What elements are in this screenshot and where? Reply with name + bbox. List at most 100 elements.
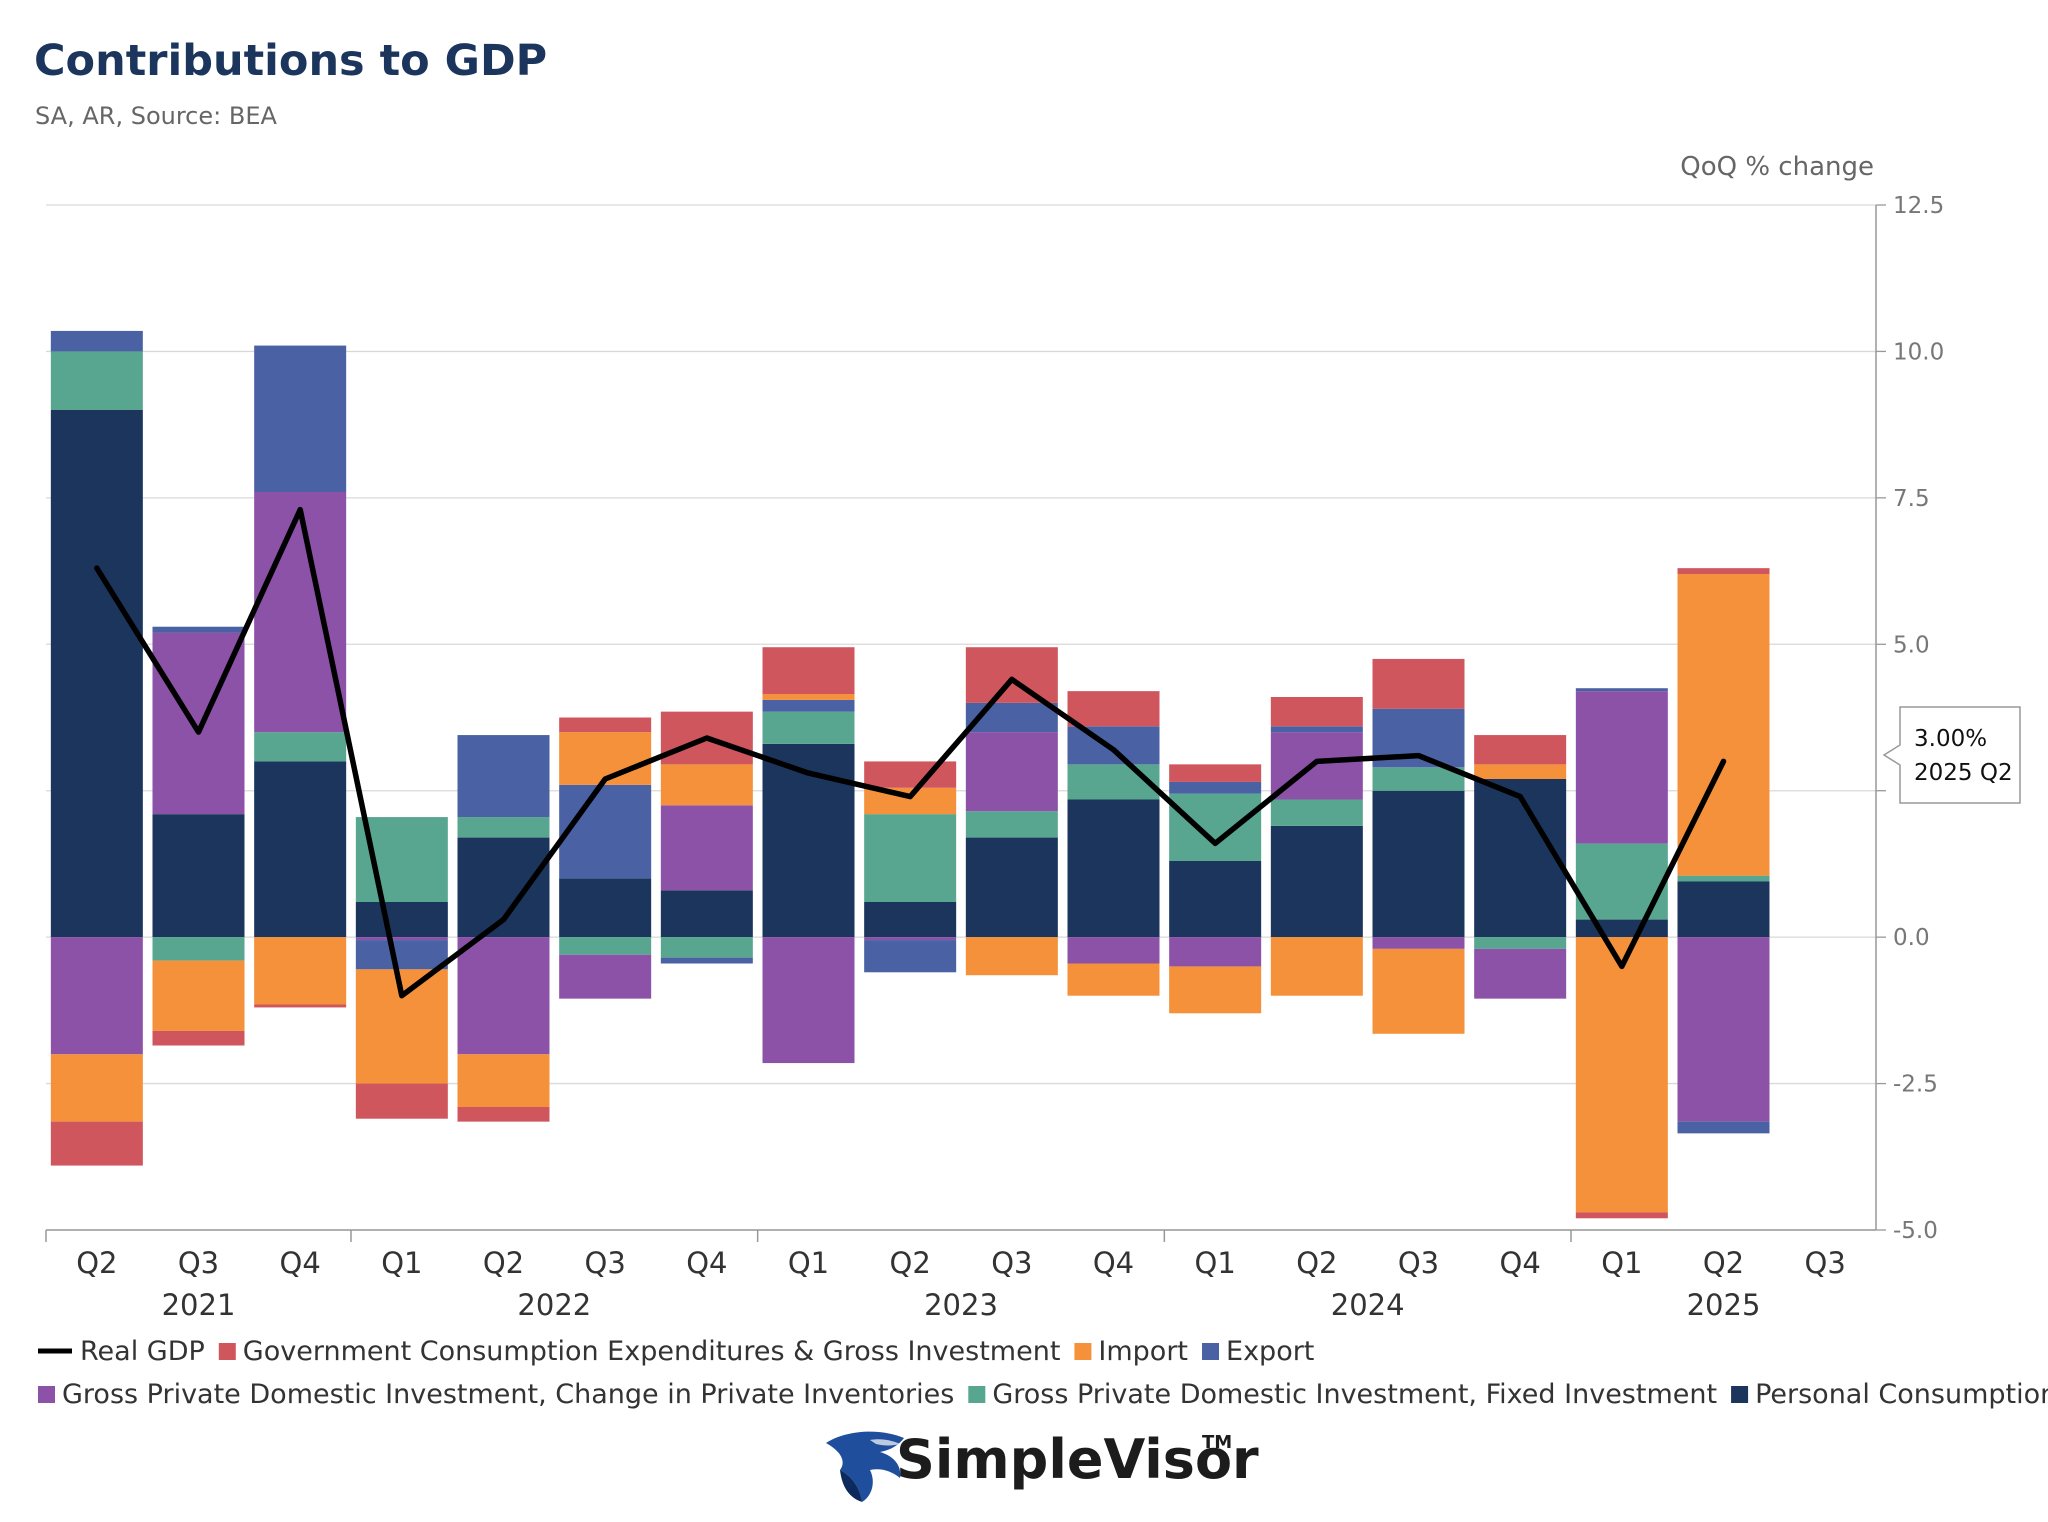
bar-segment-pce bbox=[254, 761, 347, 938]
y-tick-label: 12.5 bbox=[1893, 193, 1944, 219]
bar-segment-import bbox=[762, 694, 855, 700]
x-tick-label: Q4 bbox=[1093, 1246, 1134, 1280]
stacked-bars bbox=[50, 330, 1770, 1219]
y-tick-label: -2.5 bbox=[1893, 1072, 1938, 1098]
bar-segment-pce bbox=[864, 902, 957, 938]
bar-segment-fixed-investment bbox=[965, 811, 1058, 838]
bar-segment-government bbox=[1169, 764, 1262, 782]
bar-segment-pce bbox=[1067, 799, 1160, 938]
bar-segment-government bbox=[457, 1107, 550, 1122]
bar-segment-pce bbox=[1575, 919, 1668, 938]
legend-swatch-import bbox=[1074, 1343, 1092, 1360]
bar-segment-inventories bbox=[1474, 948, 1567, 999]
bar-segment-import bbox=[1575, 937, 1668, 1213]
bar-segment-export bbox=[559, 784, 652, 879]
bar-segment-pce bbox=[152, 814, 245, 938]
bar-segment-government bbox=[965, 647, 1058, 703]
bar-segment-inventories bbox=[762, 937, 855, 1064]
bar-segment-government bbox=[762, 647, 855, 695]
bar-segment-government bbox=[152, 1030, 245, 1046]
bar-segment-government bbox=[559, 717, 652, 733]
x-tick-label: Q3 bbox=[1398, 1246, 1439, 1280]
legend-label: Real GDP bbox=[80, 1336, 205, 1367]
legend-label: Personal Consumption Expenditures bbox=[1755, 1379, 2048, 1410]
bar-segment-export bbox=[1575, 688, 1668, 692]
bar-segment-fixed-investment bbox=[1270, 799, 1363, 826]
bar-segment-government bbox=[254, 1004, 347, 1008]
legend-label: Gross Private Domestic Investment, Chang… bbox=[62, 1379, 954, 1410]
y-axis-unit-label: QoQ % change bbox=[1680, 152, 1874, 182]
bar-segment-fixed-investment bbox=[1067, 764, 1160, 800]
bar-segment-import bbox=[660, 764, 753, 806]
legend-item: Export bbox=[1202, 1336, 1314, 1367]
bar-segment-government bbox=[1474, 735, 1567, 765]
bar-segment-import bbox=[254, 937, 347, 1005]
legend-label: Import bbox=[1098, 1336, 1188, 1367]
bar-segment-pce bbox=[1270, 825, 1363, 938]
x-year-label: 2025 bbox=[1687, 1288, 1761, 1322]
bar-segment-fixed-investment bbox=[152, 937, 245, 961]
logo-trademark: TM bbox=[1202, 1432, 1232, 1453]
bar-segment-inventories bbox=[1677, 937, 1770, 1122]
bar-segment-pce bbox=[355, 902, 448, 938]
bar-segment-export bbox=[762, 699, 855, 712]
bar-segment-export bbox=[1169, 781, 1262, 794]
bar-segment-export bbox=[355, 940, 448, 970]
legend: Real GDP Government Consumption Expenditu… bbox=[38, 1336, 2048, 1410]
bar-segment-pce bbox=[1677, 881, 1770, 938]
x-tick-label: Q2 bbox=[1703, 1246, 1744, 1280]
x-tick-label: Q3 bbox=[585, 1246, 626, 1280]
x-tick-label: Q2 bbox=[890, 1246, 931, 1280]
bar-segment-pce bbox=[50, 410, 143, 938]
bar-segment-fixed-investment bbox=[1677, 875, 1770, 882]
bar-segment-inventories bbox=[660, 805, 753, 891]
bar-segment-pce bbox=[660, 890, 753, 938]
x-tick-label: Q3 bbox=[178, 1246, 219, 1280]
legend-item: Personal Consumption Expenditures bbox=[1731, 1379, 2048, 1410]
bar-segment-fixed-investment bbox=[559, 937, 652, 955]
legend-item: Gross Private Domestic Investment, Fixed… bbox=[968, 1379, 1717, 1410]
bar-segment-import bbox=[457, 1054, 550, 1107]
bar-segment-fixed-investment bbox=[457, 817, 550, 838]
chart-title: Contributions to GDP bbox=[34, 36, 547, 86]
bar-segment-inventories bbox=[965, 732, 1058, 812]
x-tick-label: Q1 bbox=[788, 1246, 829, 1280]
x-tick-label: Q2 bbox=[76, 1246, 117, 1280]
value-callout: 3.00% 2025 Q2 bbox=[1882, 706, 2021, 804]
x-tick-label: Q3 bbox=[991, 1246, 1032, 1280]
legend-swatch-pce bbox=[1731, 1386, 1749, 1403]
legend-item: Government Consumption Expenditures & Gr… bbox=[218, 1336, 1060, 1367]
bar-segment-export bbox=[660, 957, 753, 964]
bar-segment-import bbox=[1270, 937, 1363, 996]
x-tick-label: Q4 bbox=[686, 1246, 727, 1280]
y-tick-label: 0.0 bbox=[1893, 925, 1930, 951]
real-gdp-line bbox=[94, 506, 1727, 999]
bar-segment-government bbox=[50, 1121, 143, 1166]
bar-segment-inventories bbox=[1067, 937, 1160, 964]
callout-period: 2025 Q2 bbox=[1914, 760, 2013, 786]
x-tick-label: Q3 bbox=[1805, 1246, 1846, 1280]
bar-segment-export bbox=[457, 735, 550, 818]
bar-segment-government bbox=[1677, 568, 1770, 574]
chart-subtitle: SA, AR, Source: BEA bbox=[35, 102, 277, 130]
bar-segment-inventories bbox=[50, 937, 143, 1055]
bar-segment-import bbox=[1474, 764, 1567, 779]
x-year-label: 2021 bbox=[162, 1288, 236, 1322]
bar-segment-export bbox=[50, 330, 143, 352]
legend-swatch-government bbox=[218, 1343, 236, 1360]
callout-box bbox=[1882, 706, 2021, 804]
x-tick-label: Q4 bbox=[280, 1246, 321, 1280]
x-year-label: 2024 bbox=[1331, 1288, 1405, 1322]
bar-segment-export bbox=[1067, 726, 1160, 765]
bar-segment-government bbox=[864, 761, 957, 788]
bar-segment-fixed-investment bbox=[1169, 793, 1262, 861]
bar-segment-inventories bbox=[1169, 937, 1262, 967]
bar-segment-pce bbox=[1169, 861, 1262, 938]
bar-segment-fixed-investment bbox=[660, 937, 753, 958]
bar-segment-government bbox=[1270, 697, 1363, 727]
x-year-label: 2023 bbox=[924, 1288, 998, 1322]
bar-segment-export bbox=[254, 345, 347, 492]
x-year-label: 2022 bbox=[517, 1288, 591, 1322]
bar-segment-fixed-investment bbox=[762, 711, 855, 744]
x-tick-label: Q1 bbox=[381, 1246, 422, 1280]
